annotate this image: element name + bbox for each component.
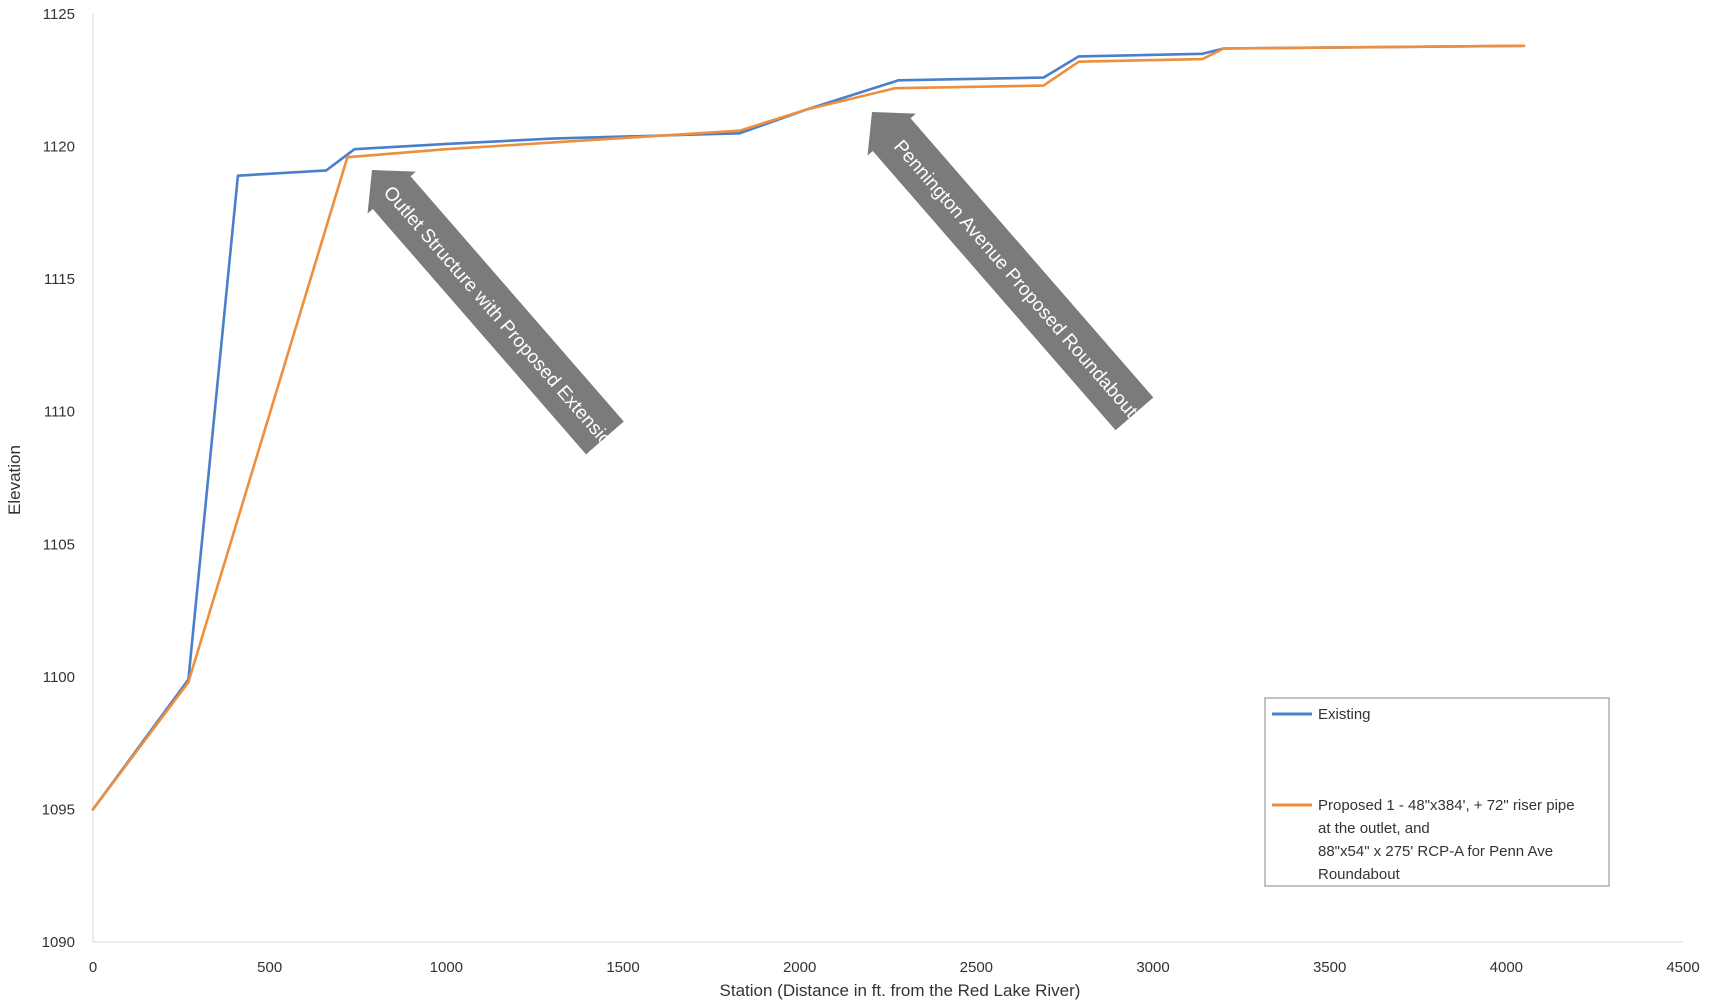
x-tick-label: 0 — [89, 959, 97, 976]
y-axis-title: Elevation — [5, 445, 24, 515]
annotation-outlet-structure: Outlet Structure with Proposed Extension — [367, 170, 624, 458]
y-tick-label: 1095 — [42, 801, 75, 818]
legend-box — [1264, 697, 1610, 887]
x-tick-label: 4500 — [1666, 959, 1699, 976]
x-tick-label: 3000 — [1136, 959, 1169, 976]
y-tick-label: 1115 — [44, 271, 75, 288]
series-lines — [91, 44, 1526, 811]
series-line-proposed — [91, 44, 1526, 811]
y-tick-label: 1120 — [43, 139, 75, 156]
x-tick-label: 2500 — [960, 959, 993, 976]
y-tick-label: 1105 — [43, 536, 75, 553]
legend: Existing Proposed 1 - 48"x384', + 72" ri… — [1264, 697, 1610, 887]
legend-label-proposed-line-1: Proposed 1 - 48"x384', + 72" riser pipe — [1318, 797, 1575, 814]
y-tick-label: 1110 — [44, 404, 75, 421]
y-tick-label: 1100 — [43, 669, 75, 686]
legend-label-existing: Existing — [1318, 706, 1371, 723]
legend-label-proposed-line-3: 88"x54" x 275' RCP-A for Penn Ave — [1318, 843, 1553, 860]
legend-label-proposed-line-4: Roundabout — [1318, 866, 1401, 883]
x-tick-label: 4000 — [1490, 959, 1523, 976]
legend-label-proposed: Proposed 1 - 48"x384', + 72" riser pipe … — [1318, 797, 1579, 883]
x-tick-label: 2000 — [783, 959, 816, 976]
legend-label-proposed-line-2: at the outlet, and — [1318, 820, 1430, 837]
series-line-existing — [91, 44, 1526, 811]
annotation-text-outlet: Outlet Structure with Proposed Extension — [379, 182, 623, 458]
annotation-penn-roundabout: Pennington Avenue Proposed Roundabout — [867, 112, 1154, 431]
x-tick-label: 3500 — [1313, 959, 1346, 976]
x-axis-title: Station (Distance in ft. from the Red La… — [720, 981, 1081, 1000]
axes — [92, 14, 1683, 943]
y-tick-labels: 1090 1095 1100 1105 1110 1115 1120 1125 — [42, 6, 75, 951]
x-tick-label: 1000 — [430, 959, 463, 976]
y-tick-label: 1125 — [43, 6, 75, 23]
x-tick-label: 500 — [257, 959, 282, 976]
annotation-arrow-outlet — [367, 170, 624, 455]
y-tick-label: 1090 — [42, 934, 75, 951]
annotation-text-roundabout: Pennington Avenue Proposed Roundabout — [889, 136, 1141, 422]
annotation-arrow-roundabout — [867, 112, 1154, 431]
x-tick-label: 1500 — [606, 959, 639, 976]
x-tick-labels: 0 500 1000 1500 2000 2500 3000 3500 4000 4500 — [89, 959, 1700, 976]
